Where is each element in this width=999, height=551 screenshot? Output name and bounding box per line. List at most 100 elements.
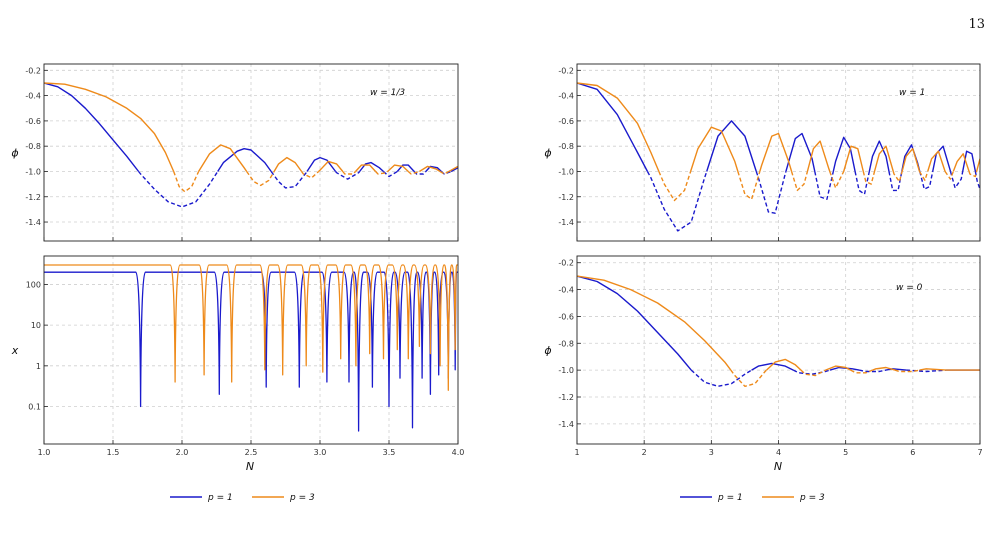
y-tick-label: -0.4 (558, 286, 574, 295)
y-tick-label: 0.1 (28, 403, 41, 412)
series-p3-line (439, 170, 450, 175)
x-tick-label: 3 (709, 448, 714, 457)
series-p3-line (829, 171, 845, 189)
panel-right-bottom: -0.2 -0.4 -0.6 -0.8 -1.0 -1.2 -1.4 1 2 3 4 5 6 7 ϕ Nw =… (544, 255, 983, 473)
x-tick-label: 1.0 (38, 448, 51, 457)
series-p3-line (419, 165, 441, 173)
series-p3-line (730, 369, 767, 387)
series-p1-line (854, 171, 870, 195)
y-tick-label: 1 (36, 362, 41, 371)
y-tick-label: -0.6 (558, 312, 574, 321)
series-p1-line (888, 171, 903, 192)
x-tick-label: 2 (642, 448, 647, 457)
y-tick-label: -1.2 (558, 393, 574, 402)
series-p3-line (766, 358, 802, 371)
series-p3-line (44, 264, 458, 391)
series-p3-line (737, 171, 761, 200)
series-p1-line (44, 271, 458, 432)
x-tick-label: 2.5 (245, 448, 258, 457)
x-tick-label: 2.0 (176, 448, 189, 457)
series-p3-line (318, 160, 344, 173)
series-group (44, 82, 458, 208)
series-p1-line (755, 171, 787, 214)
panel-annotation: w = 1/3 (370, 88, 405, 98)
page-number: 13 (968, 17, 985, 32)
series-p3-line (759, 132, 793, 172)
x-tick-label: 3.0 (314, 448, 327, 457)
y-tick-label: -1.0 (558, 167, 574, 176)
series-p3-line (375, 170, 389, 175)
series-p1-line (335, 171, 361, 180)
x-tick-label: 6 (910, 448, 915, 457)
series-p3-line (689, 126, 739, 172)
series-p1-line (306, 156, 337, 172)
series-p3-line (198, 144, 248, 172)
x-axis-label: N (774, 460, 782, 473)
x-tick-label: 4 (776, 448, 781, 457)
series-p3-line (354, 164, 377, 172)
series-p1-line (217, 148, 272, 172)
series-p1-line (751, 362, 794, 371)
y-tick-label: -0.4 (558, 92, 574, 101)
series-p3-line (918, 171, 929, 181)
panel-left-top: -0.2 -0.4 -0.6 -0.8 -1.0 -1.2 -1.4 ϕ w = 1/3 (11, 63, 459, 242)
series-p3-line (577, 275, 732, 371)
series-p1-line (906, 369, 947, 373)
legend-label-p1: p = 1 (207, 493, 233, 503)
series-p1-line (359, 161, 384, 173)
series-p3-line (850, 369, 873, 374)
x-tick-label: 1.5 (107, 448, 120, 457)
y-tick-label: -1.2 (558, 193, 574, 202)
y-tick-label: -0.8 (25, 142, 41, 151)
series-p1-line (425, 165, 442, 173)
series-p3-line (944, 171, 954, 180)
legend-label-p3: p = 3 (799, 493, 825, 503)
series-p1-line (785, 132, 816, 172)
series-p1-line (450, 167, 458, 173)
series-p1-line (932, 145, 952, 172)
series-p3-line (872, 366, 896, 371)
left-legend: p = 1 p = 3 (170, 493, 315, 503)
series-p3-line (407, 170, 420, 175)
series-p1-line (974, 171, 980, 190)
series-p3-line (894, 369, 920, 373)
series-p1-line (706, 120, 757, 172)
y-tick-label: 10 (31, 321, 41, 330)
series-p3-line (892, 171, 903, 183)
series-p3-line (173, 171, 200, 193)
series-p1-line (396, 164, 415, 172)
y-axis-label: ϕ (544, 147, 551, 160)
y-tick-label: -1.4 (558, 218, 574, 227)
x-tick-label: 5 (843, 448, 848, 457)
series-p3-line (975, 158, 980, 172)
series-p3-line (342, 171, 357, 175)
y-axis-label: ϕ (544, 344, 551, 357)
y-tick-label: -0.2 (25, 66, 41, 75)
series-p1-line (792, 369, 831, 375)
y-tick-label: -0.6 (558, 117, 574, 126)
series-p1-line (138, 171, 219, 208)
y-tick-label: -1.4 (558, 420, 574, 429)
panel-right-top: -0.2 -0.4 -0.6 -0.8 -1.0 -1.2 -1.4 ϕ w = 1 (544, 63, 981, 242)
series-p3-line (806, 140, 831, 172)
series-p3-line (968, 171, 978, 178)
y-axis-label: ϕ (11, 147, 18, 160)
chart-panels: -0.2-0.4-0.6-0.8-1.0-1.2-1.4ϕw = 1/31001… (11, 63, 983, 473)
series-p3-line (800, 369, 826, 377)
series-p3-line (790, 171, 809, 192)
series-p3-line (901, 148, 921, 172)
series-p3-line (301, 170, 320, 179)
y-tick-label: -0.6 (25, 117, 41, 126)
legend-label-p1: p = 1 (717, 493, 743, 503)
y-tick-label: -1.0 (558, 366, 574, 375)
series-p1-line (901, 144, 921, 172)
x-tick-label: 1 (574, 448, 579, 457)
series-p3-line (658, 171, 692, 202)
panel-annotation: w = 0 (896, 283, 923, 293)
series-p3-line (927, 150, 946, 172)
series-p1-line (832, 136, 856, 172)
series-p1-line (270, 171, 308, 189)
series-p1-line (383, 170, 398, 178)
chart-legends: p = 1 p = 3 p = 1 p = 3 (170, 493, 825, 503)
x-tick-label: 4.0 (452, 448, 465, 457)
